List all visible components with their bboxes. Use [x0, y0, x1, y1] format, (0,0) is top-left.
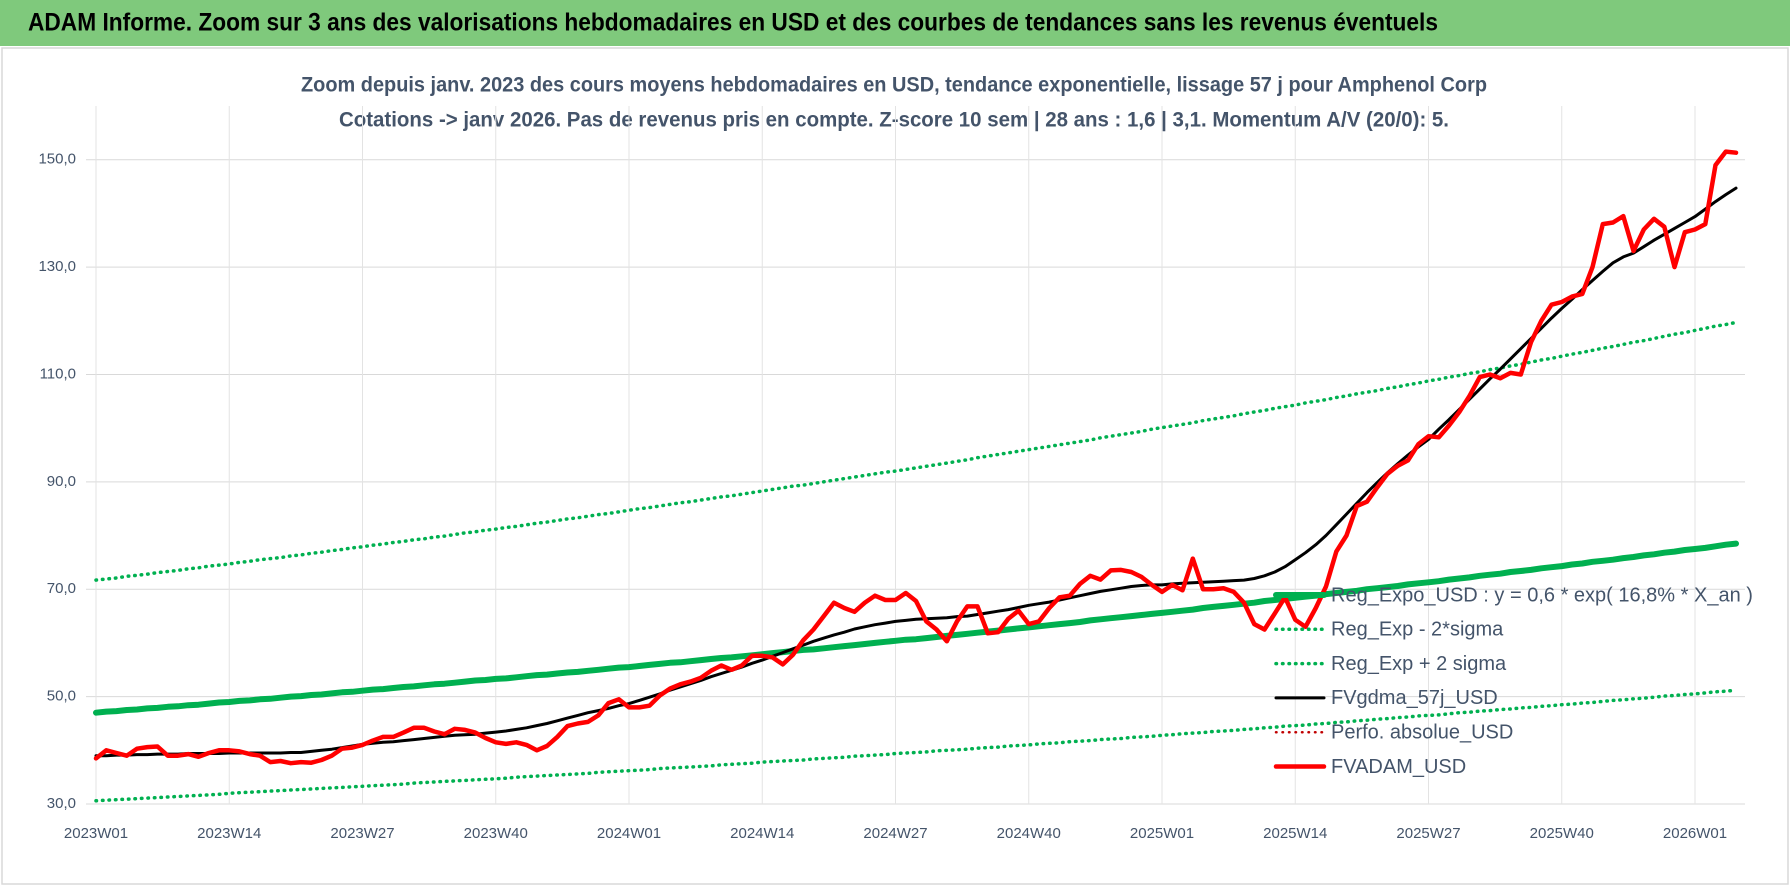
x-tick-label: 2024W40	[997, 825, 1061, 842]
y-tick-label: 150,0	[38, 151, 76, 168]
legend-label: Reg_Exp + 2 sigma	[1331, 653, 1507, 675]
chart-title: Zoom depuis janv. 2023 des cours moyens …	[301, 74, 1487, 97]
x-tick-label: 2023W14	[197, 825, 261, 842]
series-line	[93, 540, 1739, 716]
y-tick-label: 90,0	[47, 473, 76, 490]
x-tick-label: 2024W01	[597, 825, 661, 842]
legend-label: Reg_Expo_USD : y = 0,6 * exp( 16,8% * X_…	[1331, 584, 1753, 606]
y-tick-label: 130,0	[38, 258, 76, 275]
y-tick-label: 110,0	[40, 365, 76, 382]
header-title: ADAM Informe. Zoom sur 3 ans des valoris…	[28, 9, 1438, 37]
x-tick-label: 2025W01	[1130, 825, 1194, 842]
x-tick-label: 2025W14	[1263, 825, 1327, 842]
legend: Reg_Expo_USD : y = 0,6 * exp( 16,8% * X_…	[1273, 584, 1753, 778]
x-tick-label: 2025W27	[1396, 825, 1460, 842]
plot	[93, 149, 1739, 803]
legend-label: FVgdma_57j_USD	[1331, 687, 1498, 709]
y-tick-label: 70,0	[47, 580, 76, 597]
legend-label: FVADAM_USD	[1331, 756, 1466, 778]
x-tick-label: 2023W27	[330, 825, 394, 842]
x-tick-label: 2025W40	[1530, 825, 1594, 842]
x-tick-label: 2023W40	[464, 825, 528, 842]
grid: 30,0 50,0 70,0 90,0 110,0 130,0 150,0 2023W01 20…	[38, 106, 1745, 842]
legend-label: Perfo. absolue_USD	[1331, 721, 1513, 743]
legend-label: Reg_Exp - 2*sigma	[1331, 619, 1504, 641]
x-tick-label: 2026W01	[1663, 825, 1727, 842]
series-line	[93, 149, 1739, 766]
chart-frame	[1, 47, 1789, 885]
series-line	[94, 688, 1738, 803]
chart-subtitle: Cotations -> janv 2026. Pas de revenus p…	[339, 109, 1449, 132]
x-tick-label: 2023W01	[64, 825, 128, 842]
y-tick-label: 50,0	[47, 688, 76, 705]
header-bar	[0, 0, 1790, 46]
x-tick-label: 2024W27	[863, 825, 927, 842]
x-tick-label: 2024W14	[730, 825, 794, 842]
y-tick-label: 30,0	[47, 795, 76, 812]
